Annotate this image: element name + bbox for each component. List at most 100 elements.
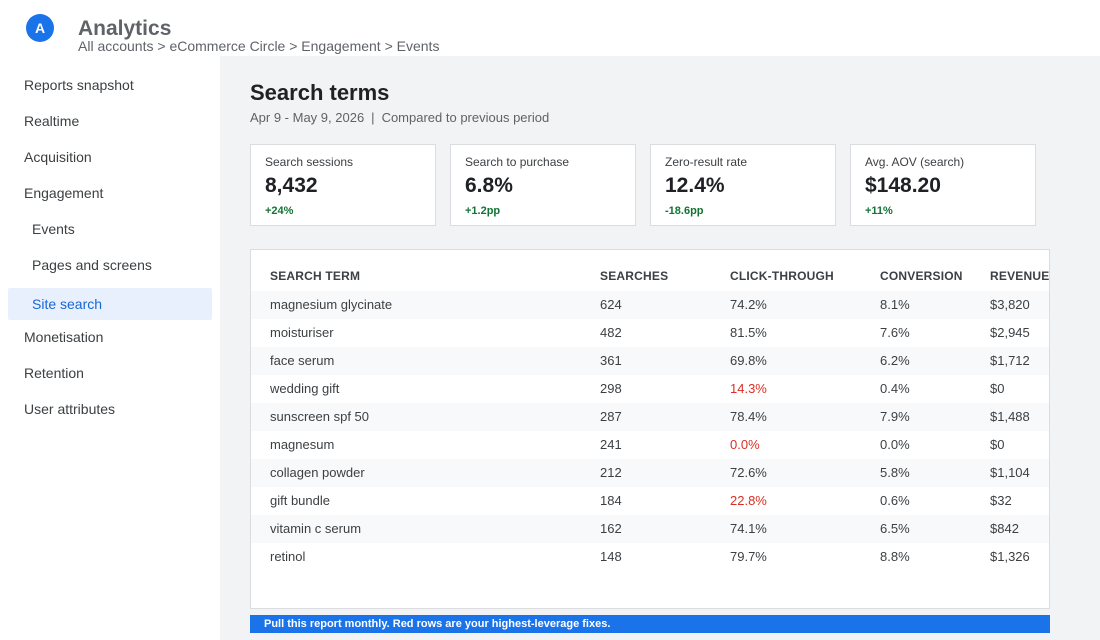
comparison-label: Compared to previous period bbox=[381, 110, 550, 125]
kpi-delta: +1.2pp bbox=[465, 205, 501, 217]
kpi-card-search-to-purchase[interactable]: Search to purchase 6.8% +1.2pp bbox=[450, 144, 636, 226]
kpi-label: Zero-result rate bbox=[665, 155, 748, 169]
cell-revenue: $1,712 bbox=[990, 353, 1030, 368]
kpi-label: Avg. AOV (search) bbox=[865, 155, 965, 169]
cell-conversion: 8.8% bbox=[880, 549, 910, 564]
kpi-delta: -18.6pp bbox=[665, 205, 704, 217]
kpi-card-zero-result-rate[interactable]: Zero-result rate 12.4% -18.6pp bbox=[650, 144, 836, 226]
kpi-value: 8,432 bbox=[265, 174, 318, 197]
kpi-card-avg-aov[interactable]: Avg. AOV (search) $148.20 +11% bbox=[850, 144, 1036, 226]
cell-search-term: gift bundle bbox=[270, 493, 330, 508]
cell-search-term: magnesium glycinate bbox=[270, 297, 393, 312]
cell-click-through: 78.4% bbox=[730, 409, 767, 424]
date-range-separator: | bbox=[371, 110, 375, 125]
column-header-conversion[interactable]: CONVERSION bbox=[880, 269, 963, 283]
date-range-label: Apr 9 - May 9, 2026 bbox=[250, 110, 365, 125]
table-row[interactable]: gift bundle 184 22.8% 0.6% $32 bbox=[251, 487, 1049, 515]
cell-revenue: $0 bbox=[990, 437, 1005, 452]
table-row[interactable]: collagen powder 212 72.6% 5.8% $1,104 bbox=[251, 459, 1049, 487]
table-row[interactable]: wedding gift 298 14.3% 0.4% $0 bbox=[251, 375, 1049, 403]
column-header-revenue[interactable]: REVENUE bbox=[990, 269, 1050, 283]
cell-search-term: moisturiser bbox=[270, 325, 334, 340]
cell-search-term: magnesum bbox=[270, 437, 335, 452]
report-main: Search terms Apr 9 - May 9, 2026 | Compare… bbox=[220, 56, 1100, 640]
cell-search-term: wedding gift bbox=[270, 381, 340, 396]
sidebar-item-realtime[interactable]: Realtime bbox=[24, 113, 80, 129]
cell-revenue: $32 bbox=[990, 493, 1012, 508]
cell-searches: 624 bbox=[600, 297, 622, 312]
cell-click-through: 79.7% bbox=[730, 549, 767, 564]
cell-search-term: face serum bbox=[270, 353, 335, 368]
app-header: A Analytics All accounts > eCommerce Cir… bbox=[0, 0, 1100, 56]
sidebar-item-retention[interactable]: Retention bbox=[24, 365, 84, 381]
cell-searches: 361 bbox=[600, 353, 622, 368]
cell-conversion: 0.4% bbox=[880, 381, 910, 396]
kpi-delta: +24% bbox=[265, 205, 294, 217]
cell-click-through: 74.2% bbox=[730, 297, 767, 312]
cell-search-term: retinol bbox=[270, 549, 306, 564]
table-row[interactable]: moisturiser 482 81.5% 7.6% $2,945 bbox=[251, 319, 1049, 347]
table-row[interactable]: retinol 148 79.7% 8.8% $1,326 bbox=[251, 543, 1049, 571]
cell-conversion: 7.6% bbox=[880, 325, 910, 340]
sidebar-item-monetisation[interactable]: Monetisation bbox=[24, 329, 104, 345]
breadcrumb[interactable]: All accounts > eCommerce Circle > Engage… bbox=[78, 38, 440, 54]
kpi-card-search-sessions[interactable]: Search sessions 8,432 +24% bbox=[250, 144, 436, 226]
kpi-value: 6.8% bbox=[465, 174, 513, 197]
cell-conversion: 8.1% bbox=[880, 297, 910, 312]
kpi-label: Search to purchase bbox=[465, 155, 570, 169]
table-row[interactable]: magnesum 241 0.0% 0.0% $0 bbox=[251, 431, 1049, 459]
sidebar-item-engagement[interactable]: Engagement bbox=[24, 185, 104, 201]
sidebar-item-events[interactable]: Events bbox=[32, 221, 75, 237]
cell-searches: 148 bbox=[600, 549, 622, 564]
cell-click-through: 22.8% bbox=[730, 493, 767, 508]
kpi-delta: +11% bbox=[865, 205, 893, 217]
column-header-search-term[interactable]: SEARCH TERM bbox=[270, 269, 361, 283]
cell-click-through: 14.3% bbox=[730, 381, 767, 396]
kpi-value: $148.20 bbox=[865, 174, 941, 197]
cell-revenue: $1,488 bbox=[990, 409, 1030, 424]
analytics-logo-icon[interactable]: A bbox=[26, 14, 54, 42]
cell-click-through: 69.8% bbox=[730, 353, 767, 368]
cell-click-through: 74.1% bbox=[730, 521, 767, 536]
cell-revenue: $2,945 bbox=[990, 325, 1030, 340]
cell-conversion: 6.2% bbox=[880, 353, 910, 368]
table-row[interactable]: magnesium glycinate 624 74.2% 8.1% $3,820 bbox=[251, 291, 1049, 319]
table-row[interactable]: face serum 361 69.8% 6.2% $1,712 bbox=[251, 347, 1049, 375]
cell-conversion: 5.8% bbox=[880, 465, 910, 480]
cell-searches: 184 bbox=[600, 493, 622, 508]
date-range-selector[interactable]: Apr 9 - May 9, 2026 | Compared to previous… bbox=[250, 110, 549, 125]
tip-banner: Pull this report monthly. Red rows are y… bbox=[250, 615, 1050, 633]
sidebar-nav: Reports snapshot Realtime Acquisition En… bbox=[0, 56, 220, 640]
cell-search-term: collagen powder bbox=[270, 465, 365, 480]
cell-conversion: 0.0% bbox=[880, 437, 910, 452]
table-row[interactable]: vitamin c serum 162 74.1% 6.5% $842 bbox=[251, 515, 1049, 543]
cell-search-term: sunscreen spf 50 bbox=[270, 409, 370, 424]
search-terms-table: SEARCH TERM SEARCHES CLICK-THROUGH CONVE… bbox=[250, 249, 1050, 609]
cell-conversion: 6.5% bbox=[880, 521, 910, 536]
cell-revenue: $1,326 bbox=[990, 549, 1030, 564]
table-row[interactable]: sunscreen spf 50 287 78.4% 7.9% $1,488 bbox=[251, 403, 1049, 431]
cell-revenue: $842 bbox=[990, 521, 1019, 536]
cell-search-term: vitamin c serum bbox=[270, 521, 362, 536]
sidebar-item-user-attributes[interactable]: User attributes bbox=[24, 401, 116, 417]
column-header-searches[interactable]: SEARCHES bbox=[600, 269, 669, 283]
page-title: Search terms bbox=[250, 80, 390, 105]
cell-revenue: $3,820 bbox=[990, 297, 1030, 312]
cell-searches: 241 bbox=[600, 437, 622, 452]
column-header-click-through[interactable]: CLICK-THROUGH bbox=[730, 269, 834, 283]
cell-searches: 287 bbox=[600, 409, 622, 424]
kpi-label: Search sessions bbox=[265, 155, 354, 169]
cell-searches: 298 bbox=[600, 381, 622, 396]
cell-revenue: $0 bbox=[990, 381, 1005, 396]
sidebar-item-reports-snapshot[interactable]: Reports snapshot bbox=[24, 77, 134, 93]
cell-conversion: 7.9% bbox=[880, 409, 910, 424]
cell-click-through: 0.0% bbox=[730, 437, 760, 452]
cell-click-through: 72.6% bbox=[730, 465, 767, 480]
cell-revenue: $1,104 bbox=[990, 465, 1030, 480]
sidebar-item-pages-and-screens[interactable]: Pages and screens bbox=[32, 257, 152, 273]
cell-searches: 162 bbox=[600, 521, 622, 536]
sidebar-item-site-search[interactable]: Site search bbox=[8, 288, 212, 320]
sidebar-item-acquisition[interactable]: Acquisition bbox=[24, 149, 92, 165]
cell-conversion: 0.6% bbox=[880, 493, 910, 508]
kpi-value: 12.4% bbox=[665, 174, 725, 197]
